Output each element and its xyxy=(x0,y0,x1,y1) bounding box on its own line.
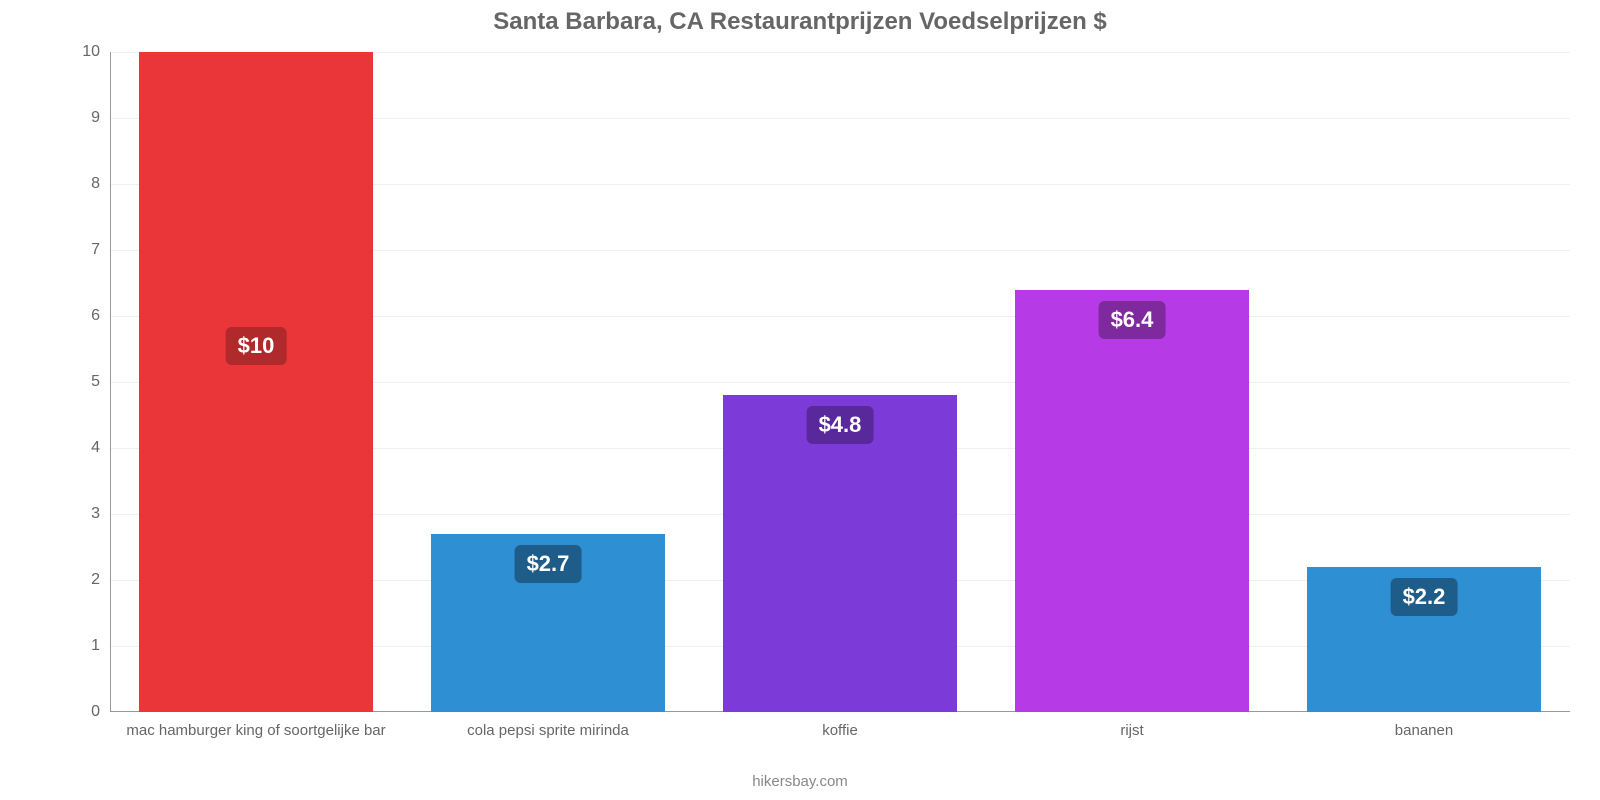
y-tick-label: 9 xyxy=(91,109,110,127)
plot-area: 012345678910$10mac hamburger king of soo… xyxy=(110,52,1570,712)
bar-value-label: $10 xyxy=(226,327,287,365)
bar-value-label: $2.2 xyxy=(1391,578,1458,616)
y-axis xyxy=(110,52,111,712)
bar: $2.7 xyxy=(431,534,665,712)
y-tick-label: 3 xyxy=(91,505,110,523)
y-tick-label: 1 xyxy=(91,637,110,655)
x-tick-label: koffie xyxy=(822,712,858,739)
bar: $10 xyxy=(139,52,373,712)
y-tick-label: 6 xyxy=(91,307,110,325)
x-tick-label: cola pepsi sprite mirinda xyxy=(467,712,629,739)
y-tick-label: 4 xyxy=(91,439,110,457)
y-tick-label: 8 xyxy=(91,175,110,193)
x-tick-label: mac hamburger king of soortgelijke bar xyxy=(126,712,385,739)
price-bar-chart: Santa Barbara, CA Restaurantprijzen Voed… xyxy=(0,0,1600,800)
y-tick-label: 2 xyxy=(91,571,110,589)
bar-value-label: $2.7 xyxy=(515,545,582,583)
attribution-text: hikersbay.com xyxy=(0,773,1600,790)
y-tick-label: 5 xyxy=(91,373,110,391)
y-tick-label: 0 xyxy=(91,703,110,721)
x-tick-label: bananen xyxy=(1395,712,1453,739)
y-tick-label: 7 xyxy=(91,241,110,259)
bar: $4.8 xyxy=(723,395,957,712)
bar-value-label: $4.8 xyxy=(807,406,874,444)
y-tick-label: 10 xyxy=(82,43,110,61)
bar: $6.4 xyxy=(1015,290,1249,712)
x-tick-label: rijst xyxy=(1120,712,1143,739)
bar-value-label: $6.4 xyxy=(1099,301,1166,339)
bar: $2.2 xyxy=(1307,567,1541,712)
chart-title: Santa Barbara, CA Restaurantprijzen Voed… xyxy=(0,8,1600,36)
